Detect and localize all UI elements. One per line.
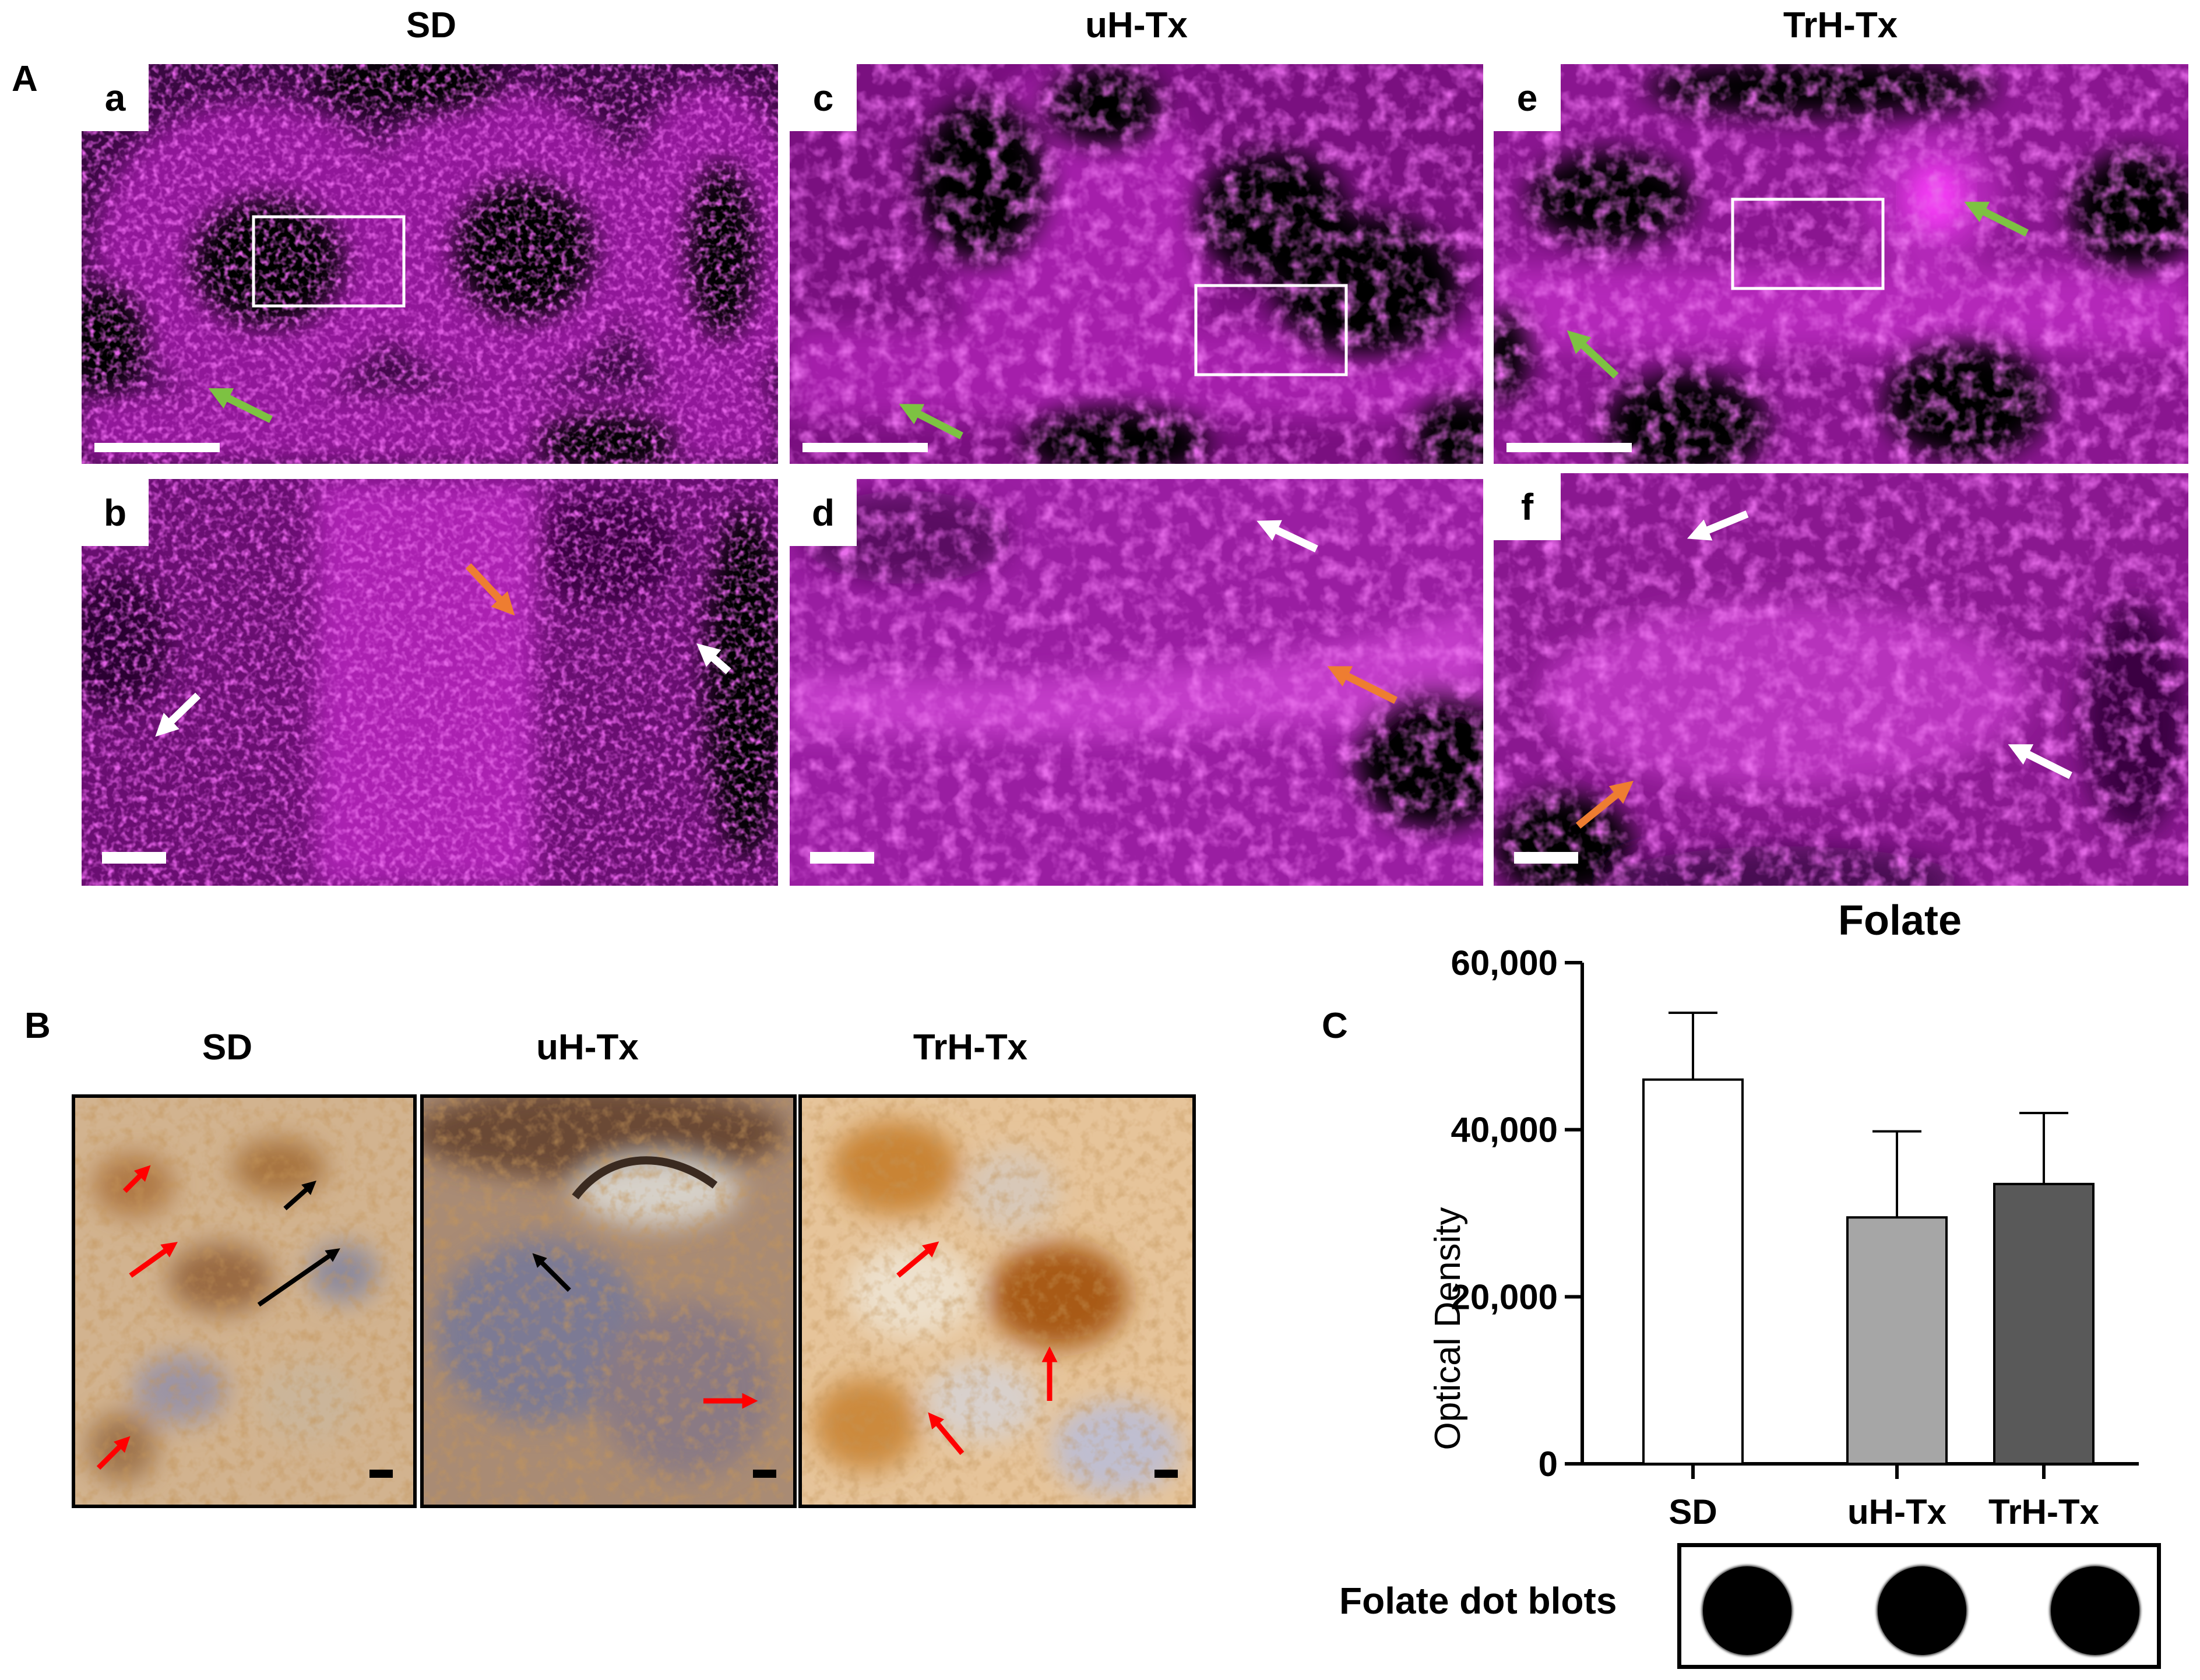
chart-title: Folate — [1838, 897, 1962, 944]
subpanel-label-d: d — [790, 479, 857, 546]
dot-blot-label: Folate dot blots — [1339, 1580, 1617, 1622]
folate-bar-chart: Folate Optical Density 0 20,000 40,000 60,0… — [1428, 897, 2139, 1531]
y-tick-label: 60,000 — [1451, 943, 1558, 982]
x-tick-label: SD — [1669, 1492, 1717, 1531]
y-tick-label: 40,000 — [1451, 1111, 1558, 1150]
subpanel-label-e: e — [1494, 64, 1561, 131]
panel-a-col-title-trh: TrH-Tx — [1783, 5, 1898, 45]
ihc-image-trh — [798, 1094, 1196, 1508]
micrograph-d: d — [790, 479, 1483, 886]
subpanel-label-b: b — [82, 479, 149, 546]
ihc-image-uh — [420, 1094, 797, 1508]
panel-c-letter: C — [1322, 1006, 1348, 1046]
micrograph-c: c — [790, 64, 1483, 464]
panel-b-col-title-uh: uH-Tx — [536, 1027, 639, 1068]
x-tick-label: TrH-Tx — [1988, 1492, 2099, 1531]
dot-blot-sd — [1703, 1566, 1791, 1655]
micrograph-a: a — [82, 64, 778, 464]
y-tick-label: 20,000 — [1451, 1277, 1558, 1316]
x-tick-label: uH-Tx — [1847, 1492, 1946, 1531]
micrograph-b: b — [82, 479, 778, 886]
y-tick-label: 0 — [1539, 1445, 1558, 1484]
micrograph-f: f — [1494, 473, 2188, 886]
subpanel-label-a: a — [82, 64, 149, 131]
bar-uh-tx — [1846, 1216, 1948, 1466]
panel-b-col-title-sd: SD — [202, 1027, 253, 1068]
y-axis-label: Optical Density — [1428, 1207, 1468, 1450]
dot-blot-uh — [1878, 1566, 1966, 1655]
ihc-image-sd — [72, 1094, 417, 1508]
subpanel-label-c: c — [790, 64, 857, 131]
micrograph-e: e — [1494, 64, 2188, 464]
panel-a-letter: A — [12, 59, 38, 99]
panel-b-col-title-trh: TrH-Tx — [913, 1027, 1028, 1068]
panel-b-letter: B — [24, 1006, 51, 1046]
bar-sd — [1642, 1078, 1744, 1465]
panel-a-col-title-uh: uH-Tx — [1085, 5, 1188, 45]
subpanel-label-f: f — [1494, 473, 1561, 540]
panel-a-col-title-sd: SD — [406, 5, 457, 45]
dot-blot-box — [1677, 1543, 2161, 1669]
bar-trh-tx — [1993, 1182, 2095, 1465]
dot-blot-trh — [2051, 1566, 2139, 1655]
